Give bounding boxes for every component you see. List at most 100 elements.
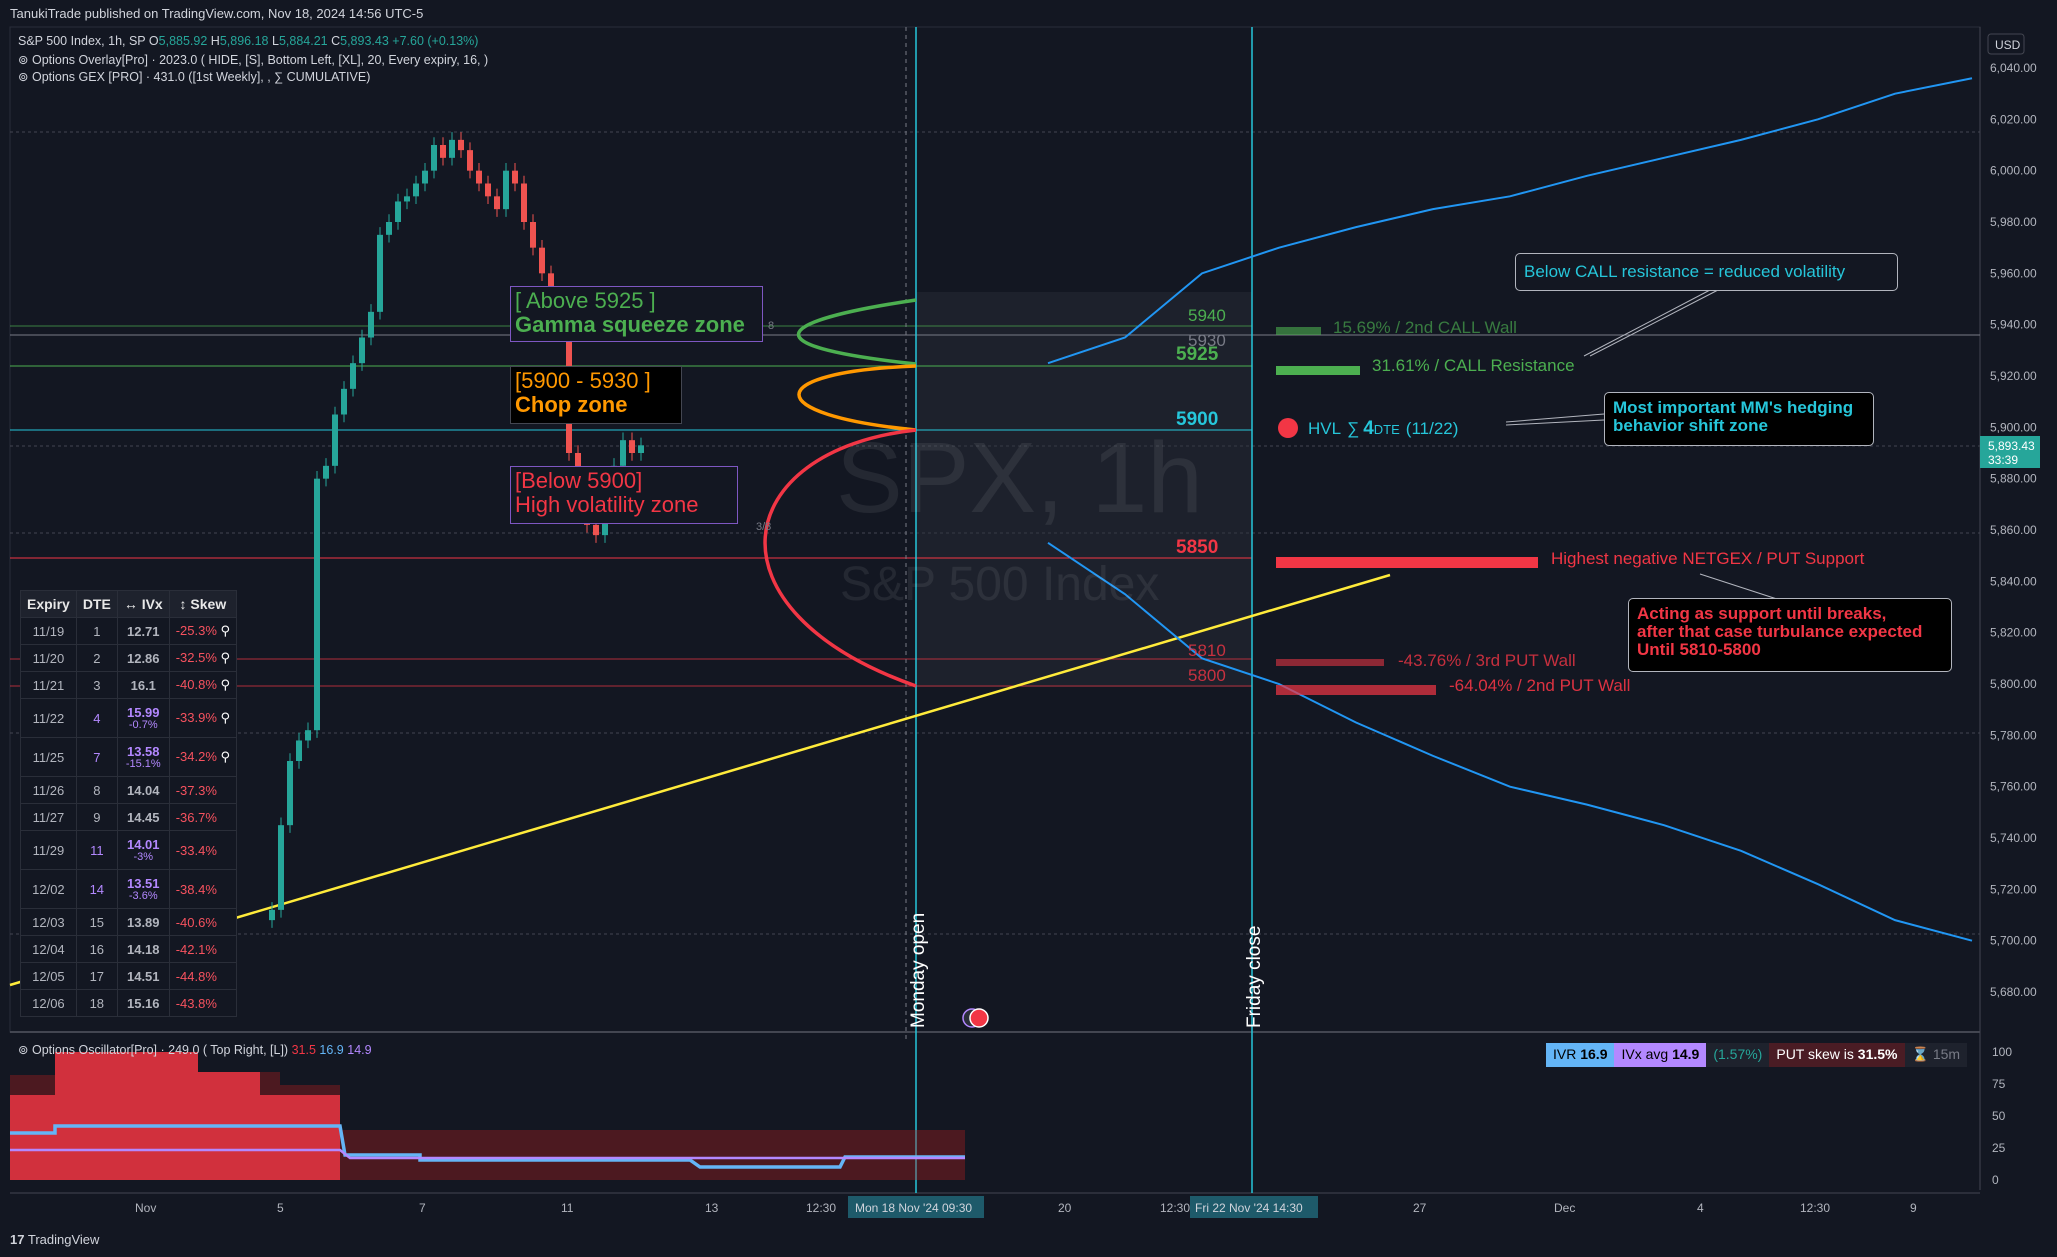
dte-cell: 7 xyxy=(75,737,118,777)
candle-body xyxy=(494,196,500,210)
timeframe-chip: ⌛ 15m xyxy=(1904,1043,1968,1067)
candle-body xyxy=(593,524,599,536)
price-tick: 5,780.00 xyxy=(1990,728,2037,742)
indicator-legend-gex[interactable]: ⊚ Options GEX [PRO] · 431.0 ([1st Weekly… xyxy=(18,70,371,84)
candle-body xyxy=(476,170,482,184)
hourglass-icon: ⌛ xyxy=(1911,1046,1929,1062)
small-label-38: 3/8 xyxy=(756,521,771,533)
dte-cell: 2 xyxy=(75,644,118,672)
time-cursor-tag-2 xyxy=(1190,1196,1318,1218)
price-tick: 5,960.00 xyxy=(1990,266,2037,280)
table-row: 11/19 1 12.71 -25.3% ⚲ xyxy=(20,617,238,645)
time-tick: 12:30 xyxy=(1800,1201,1830,1215)
oscillator-scale[interactable]: 100 75 50 25 0 xyxy=(1992,1045,2012,1187)
hvl-label: HVL ∑ 4DTE (11/22) xyxy=(1308,418,1458,439)
col-skew[interactable]: ↕ Skew xyxy=(168,590,238,618)
zone-above-box: [ Above 5925 ] Gamma squeeze zone xyxy=(510,286,763,342)
iv-change-chip: (1.57%) xyxy=(1706,1043,1770,1067)
expiry-cell: 11/20 xyxy=(20,644,77,672)
callout-pointer-1 xyxy=(1583,289,1711,357)
netgex-bar xyxy=(1276,557,1538,568)
dte-cell: 14 xyxy=(75,869,118,909)
oscillator-pane xyxy=(10,1052,965,1180)
time-tick: Nov xyxy=(135,1201,156,1215)
callout-pointer-1b xyxy=(1589,289,1719,357)
level-label-5940: 5940 xyxy=(1188,306,1226,325)
skew-cell: -42.1% xyxy=(168,935,238,963)
time-tick: 4 xyxy=(1697,1201,1704,1215)
grid-dashes xyxy=(10,131,1980,935)
callout-call-resistance: Below CALL resistance = reduced volatili… xyxy=(1515,253,1898,291)
level-label-5810: 5810 xyxy=(1188,641,1226,660)
expiry-cell: 11/26 xyxy=(20,776,77,804)
indicator-legend-overlay[interactable]: ⊚ Options Overlay[Pro] · 2023.0 ( HIDE, … xyxy=(18,53,489,67)
level-label-5930: 5930 xyxy=(1188,331,1226,350)
open-value: 5,885.92 xyxy=(158,34,208,48)
chop-gamma-curve xyxy=(797,364,917,432)
skew-cell: -33.9% ⚲ xyxy=(168,698,238,738)
osc-tick: 100 xyxy=(1992,1045,2012,1059)
ivr-chip: IVR 16.9 xyxy=(1546,1043,1615,1067)
ivx-cell: 12.71 xyxy=(116,617,170,645)
price-tick: 5,760.00 xyxy=(1990,780,2037,794)
put-gamma-curve xyxy=(763,428,917,688)
ivx-cell: 13.89 xyxy=(116,908,170,936)
price-scale[interactable]: 6,040.00 6,020.00 6,000.00 5,980.00 5,960.00… xyxy=(1990,61,2037,999)
table-row: 11/26 8 14.04 -37.3% xyxy=(20,776,238,804)
last-price: 5,893.43 xyxy=(1988,439,2035,453)
candle-body xyxy=(305,730,311,741)
put-wall-2-label: -64.04% / 2nd PUT Wall xyxy=(1449,676,1630,695)
tradingview-brand[interactable]: 17 TradingView xyxy=(10,1232,100,1247)
price-tick: 5,920.00 xyxy=(1990,369,2037,383)
monday-open-label: Monday open xyxy=(908,913,929,1028)
skew-icon: ⚲ xyxy=(220,650,231,665)
skew-cell: -40.8% ⚲ xyxy=(168,671,238,699)
col-ivx[interactable]: ↔ IVx xyxy=(116,590,170,618)
ivx-cell: 13.58 -15.1% xyxy=(116,737,170,777)
price-tick: 5,720.00 xyxy=(1990,882,2037,896)
candle-body xyxy=(539,247,545,274)
price-tick: 5,860.00 xyxy=(1990,523,2037,537)
symbol-legend[interactable]: S&P 500 Index, 1h, SP O5,885.92 H5,896.1… xyxy=(18,34,479,48)
expiry-cell: 11/21 xyxy=(20,671,77,699)
candle-body xyxy=(449,139,455,158)
friday-close-label: Friday close xyxy=(1244,926,1265,1028)
price-tick: 6,040.00 xyxy=(1990,61,2037,75)
col-dte[interactable]: DTE xyxy=(75,590,118,618)
ivx-cell: 13.51 -3.6% xyxy=(116,869,170,909)
zone-below-title: [Below 5900] xyxy=(515,468,643,493)
osc-tick: 25 xyxy=(1992,1141,2006,1155)
ivx-cell: 14.45 xyxy=(116,803,170,831)
skew-cell: -40.6% xyxy=(168,908,238,936)
candle-body xyxy=(485,183,491,197)
dte-cell: 9 xyxy=(75,803,118,831)
callout-pointer-2b xyxy=(1505,419,1605,426)
ivx-change: -3% xyxy=(133,851,154,863)
ivx-cell: 14.51 xyxy=(116,962,170,990)
oscillator-legend[interactable]: ⊚ Options Oscillator[Pro] · 249.0 ( Top … xyxy=(18,1043,372,1057)
skew-cell: -32.5% ⚲ xyxy=(168,644,238,672)
candle-body xyxy=(521,183,527,222)
skew-icon: ⚲ xyxy=(220,677,231,692)
level-label-5925: 5925 xyxy=(1176,344,1219,365)
us-flag-icon[interactable] xyxy=(969,1008,989,1028)
ivx-cell: 15.99 -0.7% xyxy=(116,698,170,738)
time-axis[interactable]: Nov 5 7 11 13 12:30 20 12:30 27 Dec 4 12:30 9 xyxy=(135,1201,1917,1215)
candle-body xyxy=(314,478,320,731)
price-tick: 5,800.00 xyxy=(1990,677,2037,691)
currency-box[interactable] xyxy=(1987,33,2025,55)
candle-body xyxy=(377,234,383,312)
dte-cell: 17 xyxy=(75,962,118,990)
watermark-symbol: SPX, 1h xyxy=(836,422,1203,534)
call-resistance-label: 31.61% / CALL Resistance xyxy=(1372,356,1575,375)
skew-icon: ⚲ xyxy=(220,749,231,764)
candle-body xyxy=(287,761,293,826)
dte-cell: 4 xyxy=(75,698,118,738)
osc-tick: 75 xyxy=(1992,1077,2006,1091)
col-expiry[interactable]: Expiry xyxy=(20,590,77,618)
candle-body xyxy=(458,139,464,151)
ivx-cell: 14.04 xyxy=(116,776,170,804)
ivx-cell: 14.18 xyxy=(116,935,170,963)
currency-label: USD xyxy=(1995,38,2021,52)
